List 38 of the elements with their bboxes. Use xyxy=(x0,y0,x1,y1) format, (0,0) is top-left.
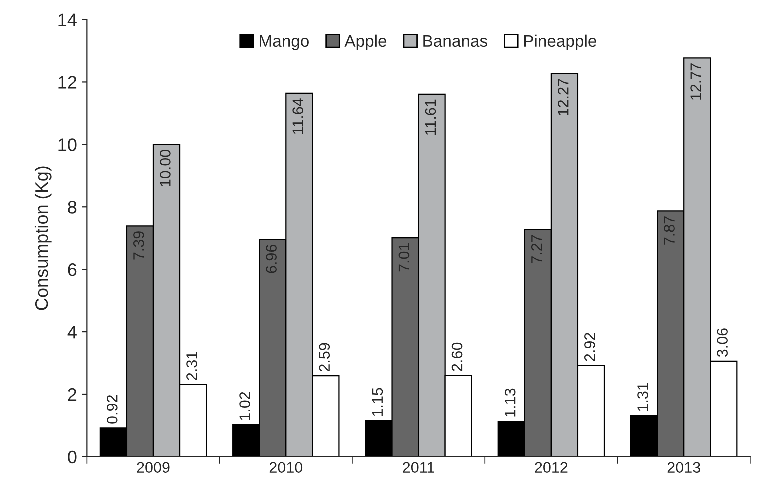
legend-label: Apple xyxy=(344,34,387,50)
x-tick-label: 2011 xyxy=(403,462,434,474)
y-tick-label: 12 xyxy=(58,76,77,89)
data-label: 6.96 xyxy=(266,244,277,274)
data-label: 11.61 xyxy=(425,100,436,136)
y-tick-label: 8 xyxy=(68,201,77,214)
data-label: 2.60 xyxy=(452,342,463,372)
legend-label: Bananas xyxy=(424,35,488,48)
data-label: 2.31 xyxy=(186,352,198,380)
data-label: 7.39 xyxy=(134,232,144,260)
y-tick-label: 4 xyxy=(68,326,77,339)
x-tick-label: 2009 xyxy=(137,462,170,474)
data-label: 1.13 xyxy=(504,388,516,417)
y-axis-title: Consumption (Kg) xyxy=(34,166,52,310)
data-label: 12.77 xyxy=(690,64,702,100)
y-tick-label: 2 xyxy=(68,388,77,402)
data-label: 7.87 xyxy=(664,216,675,245)
data-label: 1.15 xyxy=(372,388,384,416)
legend-label: Mango xyxy=(260,35,309,50)
y-tick-label: 6 xyxy=(68,264,77,276)
legend-label: Pineapple xyxy=(524,34,596,50)
data-label: 2.92 xyxy=(584,333,596,362)
data-label: 7.27 xyxy=(531,235,542,264)
data-label: 11.64 xyxy=(292,98,304,134)
x-tick-label: 2013 xyxy=(668,462,700,474)
y-tick-label: 10 xyxy=(58,138,77,152)
x-tick-label: 2010 xyxy=(270,462,303,474)
data-label: 7.01 xyxy=(398,243,410,272)
data-label: 3.06 xyxy=(717,328,728,358)
data-label: 2.59 xyxy=(319,343,330,372)
data-label: 12.27 xyxy=(558,79,569,116)
data-label: 0.92 xyxy=(106,396,118,424)
data-label: 1.02 xyxy=(240,392,250,420)
data-label: 1.31 xyxy=(638,383,648,412)
data-label: 10.00 xyxy=(160,150,171,186)
y-tick-label: 0 xyxy=(68,450,77,464)
x-tick-label: 2012 xyxy=(535,462,568,474)
y-tick-label: 14 xyxy=(58,14,77,26)
